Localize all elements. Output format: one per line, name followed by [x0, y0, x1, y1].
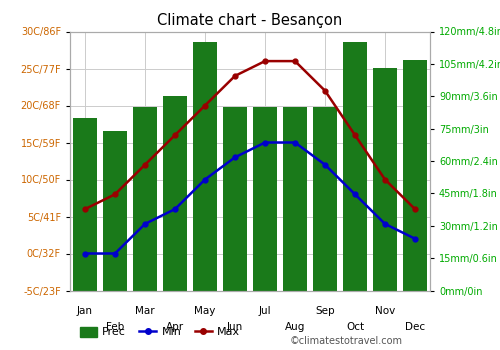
- Bar: [223, 107, 247, 290]
- Bar: [163, 96, 187, 290]
- Bar: [103, 131, 127, 290]
- Bar: [283, 107, 307, 290]
- Bar: [193, 42, 217, 290]
- Text: May: May: [194, 306, 216, 316]
- Text: Jun: Jun: [227, 322, 243, 331]
- Bar: [403, 60, 427, 290]
- Bar: [373, 68, 397, 290]
- Text: Jul: Jul: [258, 306, 272, 316]
- Title: Climate chart - Besançon: Climate chart - Besançon: [158, 13, 342, 28]
- Text: Mar: Mar: [135, 306, 155, 316]
- Bar: [343, 42, 367, 290]
- Text: Nov: Nov: [375, 306, 395, 316]
- Bar: [313, 107, 337, 290]
- Text: Apr: Apr: [166, 322, 184, 331]
- Text: Oct: Oct: [346, 322, 364, 331]
- Text: Feb: Feb: [106, 322, 124, 331]
- Text: ©climatestotravel.com: ©climatestotravel.com: [290, 336, 403, 346]
- Text: Jan: Jan: [77, 306, 93, 316]
- Legend: Prec, Min, Max: Prec, Min, Max: [76, 322, 244, 342]
- Bar: [133, 107, 157, 290]
- Bar: [253, 107, 277, 290]
- Text: Aug: Aug: [285, 322, 305, 331]
- Bar: [73, 118, 97, 290]
- Text: Sep: Sep: [315, 306, 335, 316]
- Text: Dec: Dec: [405, 322, 425, 331]
